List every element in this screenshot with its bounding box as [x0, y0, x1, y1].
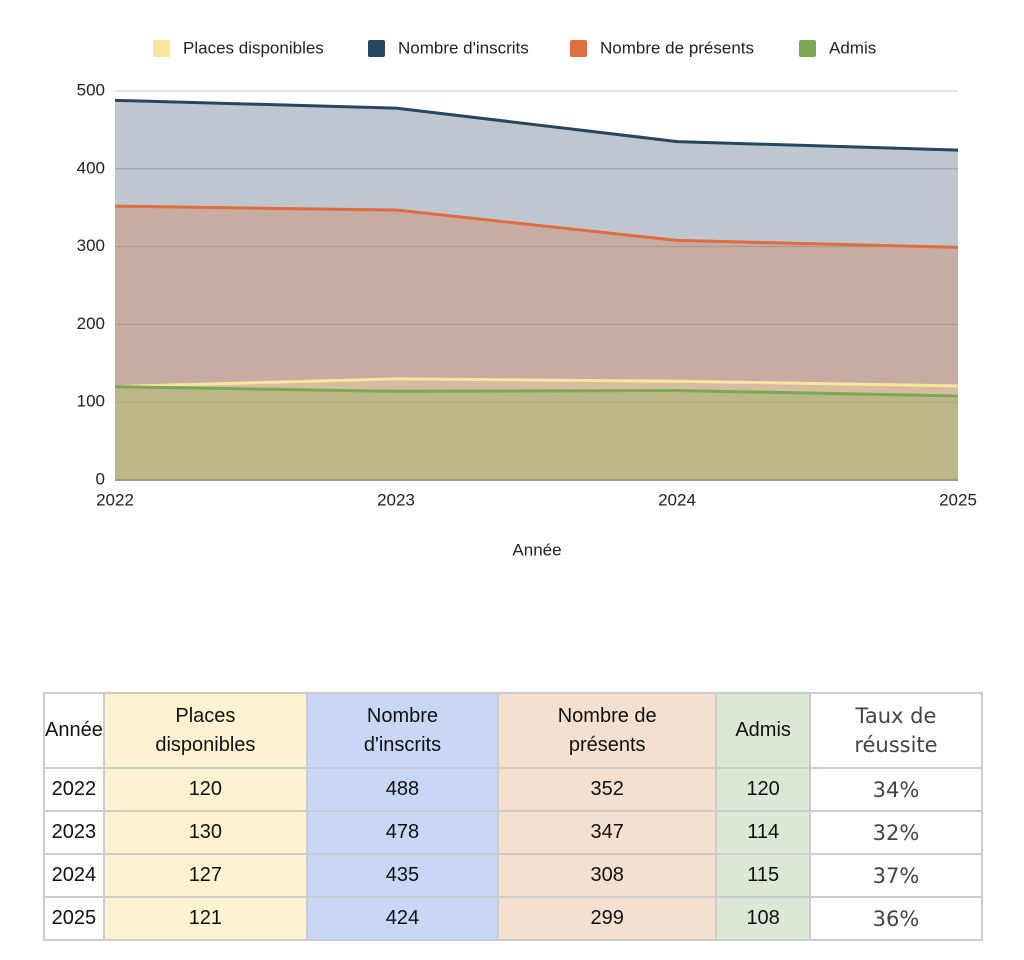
header-cell: Année [43, 692, 105, 769]
header-cell: Taux de réussite [808, 692, 984, 769]
area-line [114, 204, 959, 249]
y-tick-label: 100 [77, 392, 105, 411]
table-cell: 424 [305, 896, 500, 941]
header-cell: Nombre de présents [497, 692, 718, 769]
legend-swatch [799, 40, 816, 57]
y-tick-label: 0 [96, 469, 105, 488]
table-cell: 108 [715, 896, 811, 941]
area-line [114, 98, 959, 152]
header-cell: Admis [715, 692, 811, 769]
x-tick-label: 2024 [658, 490, 696, 509]
legend-label: Places disponibles [183, 38, 324, 57]
table-row: 2022 120 488 352 120 34% [43, 767, 984, 812]
x-tick-label: 2025 [939, 490, 977, 509]
x-tick-label: 2022 [96, 490, 134, 509]
legend-label: Nombre de présents [600, 38, 754, 57]
table-row: 2023 130 478 347 114 32% [43, 810, 984, 855]
table-cell: 478 [305, 810, 500, 855]
table-cell: 435 [305, 853, 500, 898]
legend-swatch [368, 40, 385, 57]
y-tick-label: 400 [77, 158, 105, 177]
x-axis-label: Année [512, 540, 561, 559]
area-line [114, 377, 959, 389]
table-row: Année Places disponibles Nombre d'inscrits… [43, 692, 984, 769]
header-cell: Nombre d'inscrits [305, 692, 500, 769]
legend-swatch [153, 40, 170, 57]
area-fill [115, 100, 958, 480]
legend-swatch [570, 40, 587, 57]
y-tick-label: 500 [77, 80, 105, 99]
table-cell: 488 [305, 767, 500, 812]
table-cell: 32% [808, 810, 984, 855]
table-cell: 120 [715, 767, 811, 812]
chart: Année 0 100 200 300 400 500 2022 2023 2024 2025 Pl… [77, 38, 977, 559]
table-row: 2025 121 424 299 108 36% [43, 896, 984, 941]
table-cell: 347 [497, 810, 718, 855]
area-fill [115, 386, 958, 480]
table-cell: 36% [808, 896, 984, 941]
table-cell: 34% [808, 767, 984, 812]
table-cell: 37% [808, 853, 984, 898]
table-cell: 114 [715, 810, 811, 855]
table-row: 2024 127 435 308 115 37% [43, 853, 984, 898]
table-cell: 352 [497, 767, 718, 812]
area-fill [115, 378, 958, 480]
table-cell: 308 [497, 853, 718, 898]
x-tick-label: 2023 [377, 490, 415, 509]
table-cell: 127 [102, 853, 308, 898]
table-cell: 2025 [43, 896, 105, 941]
table-cell: 120 [102, 767, 308, 812]
table-cell: 121 [102, 896, 308, 941]
table-cell: 299 [497, 896, 718, 941]
data-table: Année Places disponibles Nombre d'inscrits… [43, 692, 984, 941]
table-cell: 2023 [43, 810, 105, 855]
y-tick-label: 200 [77, 314, 105, 333]
y-tick-label: 300 [77, 236, 105, 255]
table-cell: 115 [715, 853, 811, 898]
header-cell: Places disponibles [102, 692, 308, 769]
table-cell: 2024 [43, 853, 105, 898]
area-line [114, 385, 959, 398]
legend-label: Admis [829, 38, 876, 57]
area-fill [115, 206, 958, 481]
legend-label: Nombre d'inscrits [398, 38, 529, 57]
table-cell: 2022 [43, 767, 105, 812]
table-cell: 130 [102, 810, 308, 855]
